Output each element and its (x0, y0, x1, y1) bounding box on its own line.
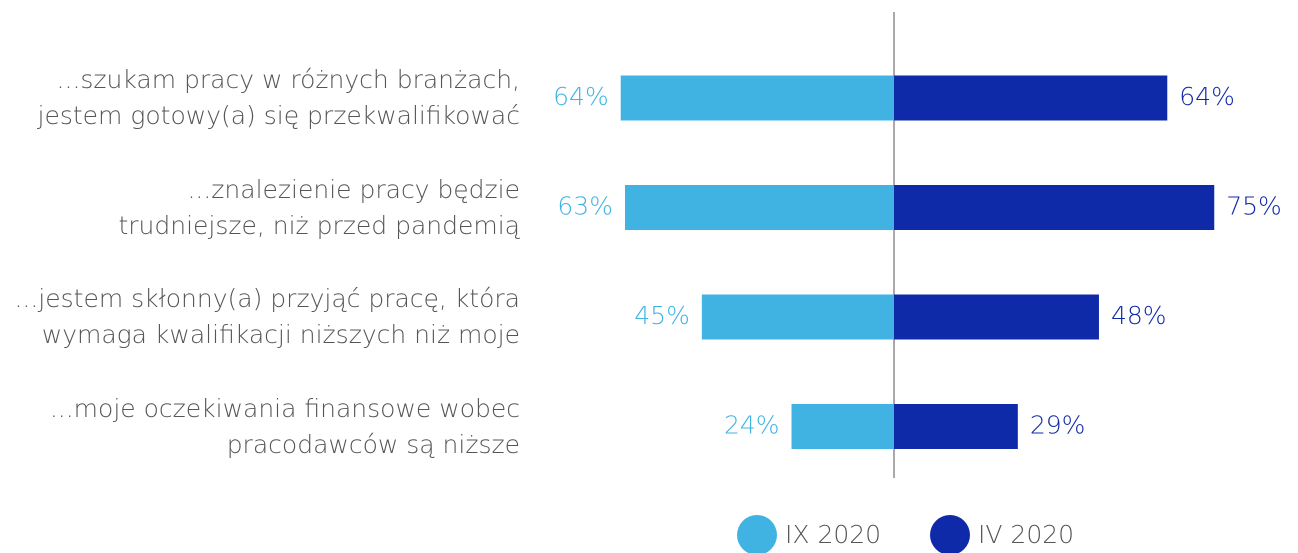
value-label: 29% (1030, 411, 1086, 440)
category-label: ...moje oczekiwania finansowe wobec prac… (49, 393, 520, 459)
value-label: 64% (1179, 82, 1235, 111)
value-label: 45% (634, 301, 690, 330)
legend-swatch (737, 515, 777, 553)
legend-swatch (930, 515, 970, 553)
bar (894, 404, 1018, 449)
bar (894, 75, 1168, 121)
value-label: 24% (724, 411, 780, 440)
value-label: 64% (553, 82, 609, 111)
bar (701, 294, 894, 340)
value-label: 48% (1111, 301, 1167, 330)
legend-label: IV 2020 (978, 520, 1074, 549)
category-label: ...jestem skłonny(a) przyjąć pracę, któr… (14, 284, 520, 349)
bar (624, 185, 894, 230)
category-label: ...szukam pracy w różnych branżach, jest… (37, 65, 520, 130)
value-label: 63% (557, 192, 613, 221)
bar (894, 185, 1215, 230)
category-label: ...znalezienie pracy będzie trudniejsze,… (118, 174, 520, 240)
bar (620, 75, 894, 121)
value-label: 75% (1226, 192, 1282, 221)
bar (791, 404, 894, 449)
bar (894, 294, 1099, 340)
legend-label: IX 2020 (785, 520, 881, 549)
